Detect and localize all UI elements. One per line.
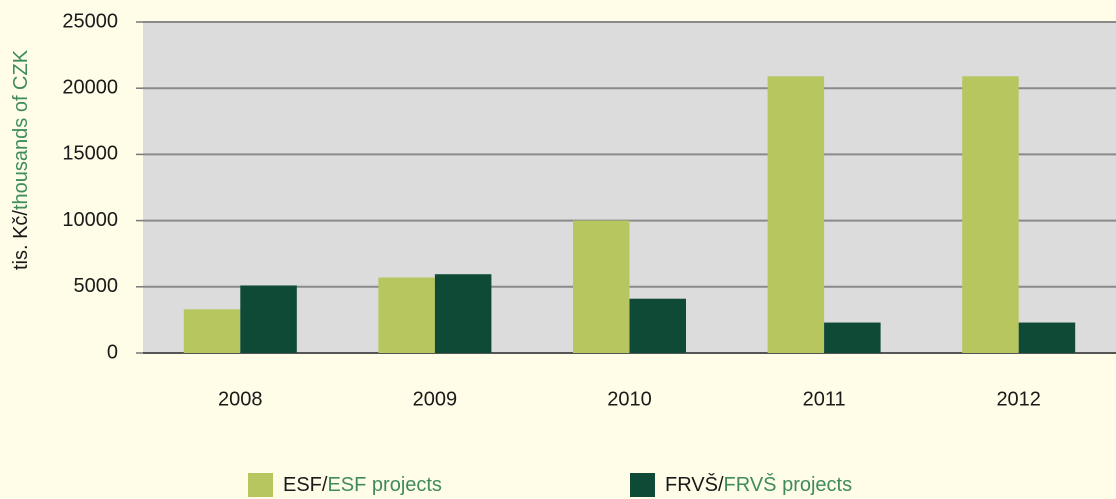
bar: [573, 220, 630, 353]
y-tick-label: 25000: [62, 10, 118, 32]
bar: [378, 277, 435, 353]
x-tick-label: 2012: [996, 388, 1041, 410]
bar: [183, 309, 241, 353]
bar: [962, 76, 1019, 353]
y-axis-label-part: thousands of CZK: [10, 49, 32, 210]
y-tick-label: 20000: [62, 76, 118, 98]
legend-label-part: FRVŠ/: [665, 473, 724, 496]
y-tick-label: 10000: [62, 209, 118, 231]
legend-label-part: ESF projects: [327, 474, 441, 496]
x-tick-label: 2010: [607, 388, 652, 410]
bar: [767, 76, 825, 353]
y-tick-label: 0: [107, 341, 118, 363]
x-tick-label: 2008: [218, 388, 263, 410]
x-tick-label: 2011: [803, 388, 846, 410]
bar: [824, 322, 881, 353]
legend-swatch: [248, 473, 273, 497]
legend-label: ESF/ESF projects: [283, 474, 442, 496]
legend-swatch: [630, 473, 655, 497]
y-axis-label-part: tis. Kč/: [10, 210, 32, 270]
bar: [629, 298, 686, 353]
legend-label-part: FRVŠ projects: [724, 473, 853, 496]
y-tick-label: 15000: [62, 143, 118, 165]
x-tick-label: 2009: [413, 388, 458, 410]
legend-label-part: ESF/: [283, 474, 328, 496]
bar: [240, 285, 297, 353]
bar: [434, 274, 492, 353]
bar: [1018, 322, 1076, 353]
y-axis-label: tis. Kč/thousands of CZK: [10, 49, 32, 270]
legend-label: FRVŠ/FRVŠ projects: [665, 473, 852, 496]
y-tick-label: 5000: [74, 275, 119, 297]
